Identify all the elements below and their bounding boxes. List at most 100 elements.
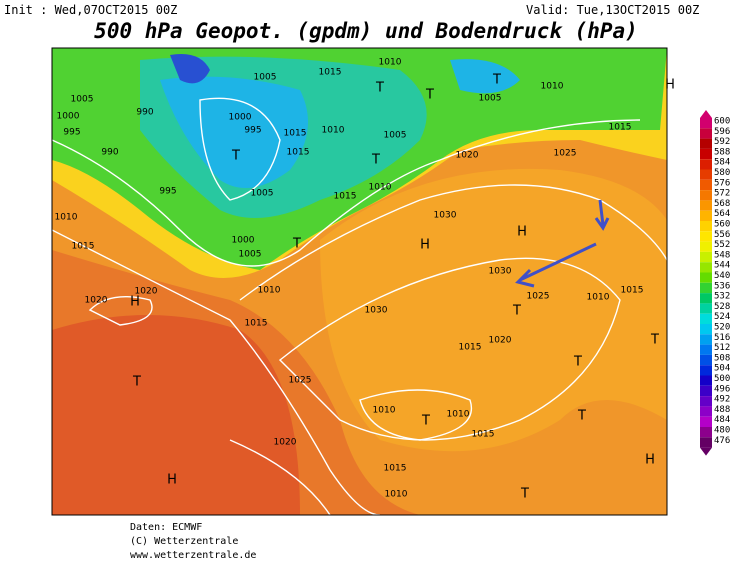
colorbar-label: 528 [714, 302, 730, 312]
zone [160, 76, 308, 188]
colorbar-label: 524 [714, 312, 730, 322]
isoline [239, 184, 667, 301]
map-label: 1010 [369, 183, 392, 193]
map-label: 1020 [456, 151, 479, 161]
isoline [199, 97, 281, 201]
map-label: 1025 [289, 376, 312, 386]
map-label: H [645, 453, 655, 468]
map-label: 990 [136, 108, 153, 118]
colorbar-label: 516 [714, 333, 730, 343]
map-label: 1020 [135, 287, 158, 297]
footer-url: www.wetterzentrale.de [130, 550, 256, 561]
map-label: T [520, 487, 529, 502]
colorbar-cell [700, 221, 712, 232]
map-label: H [665, 78, 675, 93]
map-label: H [517, 225, 527, 240]
map-label: 1010 [322, 126, 345, 136]
map-label: T [573, 355, 582, 370]
map-label: 1025 [527, 292, 550, 302]
colorbar: 6005965925885845805765725685645605565525… [700, 110, 730, 456]
colorbar-cell [700, 262, 712, 273]
colorbar-cell [700, 416, 712, 427]
footer-copyright: (C) Wetterzentrale [130, 536, 238, 547]
map-label: 1005 [251, 189, 274, 199]
map-label: 1000 [229, 113, 252, 123]
map-label: T [375, 81, 384, 96]
map-label: 1010 [258, 286, 281, 296]
title: 500 hPa Geopot. (gpdm) und Bodendruck (h… [94, 19, 638, 43]
map-label: 1010 [447, 410, 470, 420]
colorbar-cell [700, 406, 712, 417]
map-label: 1010 [385, 490, 408, 500]
colorbar-label: 564 [714, 209, 730, 219]
colorbar-label: 512 [714, 343, 730, 353]
colorbar-label: 576 [714, 178, 730, 188]
map-label: 1015 [319, 68, 342, 78]
map-label: T [292, 237, 301, 252]
map-label: 1010 [379, 58, 402, 68]
map-label: T [421, 414, 430, 429]
colorbar-label: 484 [714, 415, 730, 425]
map-label: 1015 [384, 464, 407, 474]
colorbar-cell [700, 313, 712, 324]
colorbar-cell [700, 344, 712, 355]
colorbar-cell [700, 427, 712, 438]
colorbar-cell [700, 385, 712, 397]
colorbar-label: 600 [714, 117, 730, 127]
colorbar-label: 588 [714, 147, 730, 157]
colorbar-cell [700, 396, 712, 407]
colorbar-cell [700, 159, 712, 170]
colorbar-cell [700, 324, 712, 335]
map-label: 1005 [384, 131, 407, 141]
map-label: 1025 [554, 149, 577, 159]
colorbar-cell [700, 128, 712, 139]
colorbar-label: 508 [714, 353, 730, 363]
colorbar-label: 536 [714, 281, 730, 291]
map-label: 1010 [541, 82, 564, 92]
colorbar-label: 548 [714, 250, 730, 260]
valid-time: Valid: Tue,13OCT2015 00Z [526, 3, 699, 17]
colorbar-label: 492 [714, 395, 730, 405]
colorbar-cell [700, 241, 712, 252]
colorbar-cell [700, 251, 712, 263]
map-label: T [650, 333, 659, 348]
colorbar-label: 532 [714, 292, 730, 302]
map-label: 1015 [621, 286, 644, 296]
colorbar-label: 500 [714, 374, 730, 384]
colorbar-cell [700, 200, 712, 211]
map-label: 1030 [489, 267, 512, 277]
map-label: 1020 [274, 438, 297, 448]
map-label: 1010 [373, 406, 396, 416]
map-label: 990 [101, 148, 118, 158]
colorbar-cell [700, 272, 712, 283]
zone [450, 59, 520, 94]
colorbar-label: 520 [714, 323, 730, 333]
map-label: 1005 [479, 94, 502, 104]
colorbar-cell [700, 210, 712, 221]
colorbar-label: 496 [714, 384, 730, 394]
colorbar-label: 572 [714, 189, 730, 199]
isoline [88, 295, 153, 326]
map-label: 1015 [334, 192, 357, 202]
footer-source: Daten: ECMWF [130, 522, 202, 533]
map-label: 1015 [472, 430, 495, 440]
map-label: 1015 [245, 319, 268, 329]
map-label: T [132, 375, 141, 390]
map-label: 1015 [284, 129, 307, 139]
colorbar-label: 552 [714, 240, 730, 250]
map-label: H [130, 295, 140, 310]
colorbar-label: 584 [714, 158, 730, 168]
colorbar-cell [700, 365, 712, 376]
map-label: 1010 [587, 293, 610, 303]
colorbar-label: 596 [714, 127, 730, 137]
map-label: 1005 [71, 95, 94, 105]
isoline [359, 389, 472, 441]
colorbar-cell [700, 118, 712, 129]
map-label: 1000 [57, 112, 80, 122]
map-label: 1020 [489, 336, 512, 346]
colorbar-label: 544 [714, 261, 730, 271]
map-label: 1015 [72, 242, 95, 252]
init-time: Init : Wed,07OCT2015 00Z [4, 3, 177, 17]
